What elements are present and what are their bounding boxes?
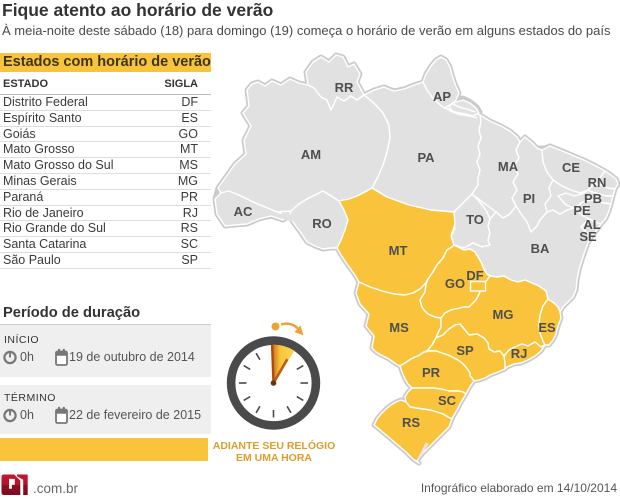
svg-text:RR: RR [335, 80, 354, 95]
svg-text:MA: MA [498, 159, 519, 174]
svg-text:PA: PA [417, 150, 435, 165]
svg-text:RJ: RJ [511, 346, 528, 361]
svg-text:RS: RS [402, 415, 420, 430]
svg-text:AC: AC [234, 204, 253, 219]
svg-text:RN: RN [588, 175, 607, 190]
svg-text:SE: SE [579, 229, 597, 244]
svg-text:MS: MS [389, 320, 409, 335]
svg-text:MG: MG [493, 307, 514, 322]
svg-text:RO: RO [312, 216, 332, 231]
svg-text:AM: AM [301, 147, 321, 162]
svg-text:AP: AP [433, 89, 451, 104]
svg-text:PI: PI [523, 191, 535, 206]
svg-text:ES: ES [538, 320, 556, 335]
svg-text:PB: PB [584, 191, 602, 206]
svg-text:TO: TO [466, 212, 484, 227]
svg-text:GO: GO [445, 276, 465, 291]
svg-text:PR: PR [422, 365, 441, 380]
svg-text:CE: CE [562, 160, 580, 175]
svg-text:DF: DF [466, 268, 483, 283]
svg-text:AL: AL [583, 217, 600, 232]
svg-text:MT: MT [389, 243, 408, 258]
svg-text:BA: BA [531, 241, 550, 256]
svg-text:SP: SP [456, 343, 474, 358]
svg-text:SC: SC [438, 393, 457, 408]
svg-text:PE: PE [573, 203, 591, 218]
